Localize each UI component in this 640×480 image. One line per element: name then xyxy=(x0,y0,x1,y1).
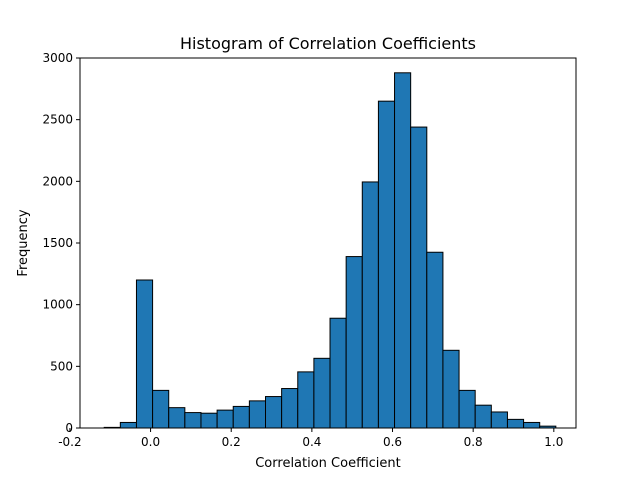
histogram-bar xyxy=(216,409,234,429)
histogram-bar xyxy=(523,421,541,429)
y-tick-label: 2000 xyxy=(42,174,73,188)
x-tick-label: 0.6 xyxy=(383,435,402,449)
x-axis-label: Correlation Coefficient xyxy=(255,456,401,471)
x-tick-label: 1.0 xyxy=(544,435,563,449)
y-tick-label: 1500 xyxy=(42,236,73,250)
histogram-bar xyxy=(474,404,492,429)
histogram-bar xyxy=(490,411,508,429)
y-axis-label: Frequency xyxy=(16,209,31,276)
histogram-bar xyxy=(313,357,331,429)
histogram-bar xyxy=(377,100,396,429)
plot-frame xyxy=(79,57,577,429)
y-tick-label: 1000 xyxy=(42,298,73,312)
histogram-bar xyxy=(152,389,170,429)
histogram-bar xyxy=(329,317,347,429)
histogram-bar xyxy=(184,412,202,429)
histogram-bar xyxy=(119,421,137,429)
x-axis-ticks: -0.2 0.0 0.2 0.4 0.6 0.8 1.0 xyxy=(58,428,563,449)
histogram-bar xyxy=(426,251,444,429)
y-tick-label: 500 xyxy=(50,359,73,373)
x-tick-label: 0.2 xyxy=(222,435,241,449)
histogram-bar xyxy=(345,256,363,429)
chart-title: Histogram of Correlation Coefficients xyxy=(180,34,476,53)
x-tick-label: -0.2 xyxy=(58,435,81,449)
histogram-bar xyxy=(394,72,412,429)
histogram-bar xyxy=(168,407,186,429)
histogram-bar xyxy=(442,349,460,429)
y-tick-label: 2500 xyxy=(42,113,73,127)
histogram-bar xyxy=(361,181,379,429)
histogram-bar xyxy=(410,126,428,429)
y-tick-label: 0 xyxy=(65,421,73,435)
y-tick-label: 3000 xyxy=(42,51,73,65)
histogram-bar xyxy=(506,418,525,429)
histogram-bar xyxy=(135,279,154,429)
histogram-bar xyxy=(281,388,299,429)
x-tick-label: 0.0 xyxy=(141,435,160,449)
histogram-bar xyxy=(232,405,250,429)
x-tick-label: 0.4 xyxy=(302,435,321,449)
x-tick-label: 0.8 xyxy=(464,435,483,449)
histogram-bar xyxy=(265,396,283,429)
y-axis-ticks: 0 500 1000 1500 2000 2500 3000 xyxy=(42,51,80,435)
histogram-bar xyxy=(248,400,266,429)
histogram-bar xyxy=(200,412,218,429)
histogram-bar xyxy=(458,389,476,429)
histogram-bar xyxy=(297,371,315,429)
